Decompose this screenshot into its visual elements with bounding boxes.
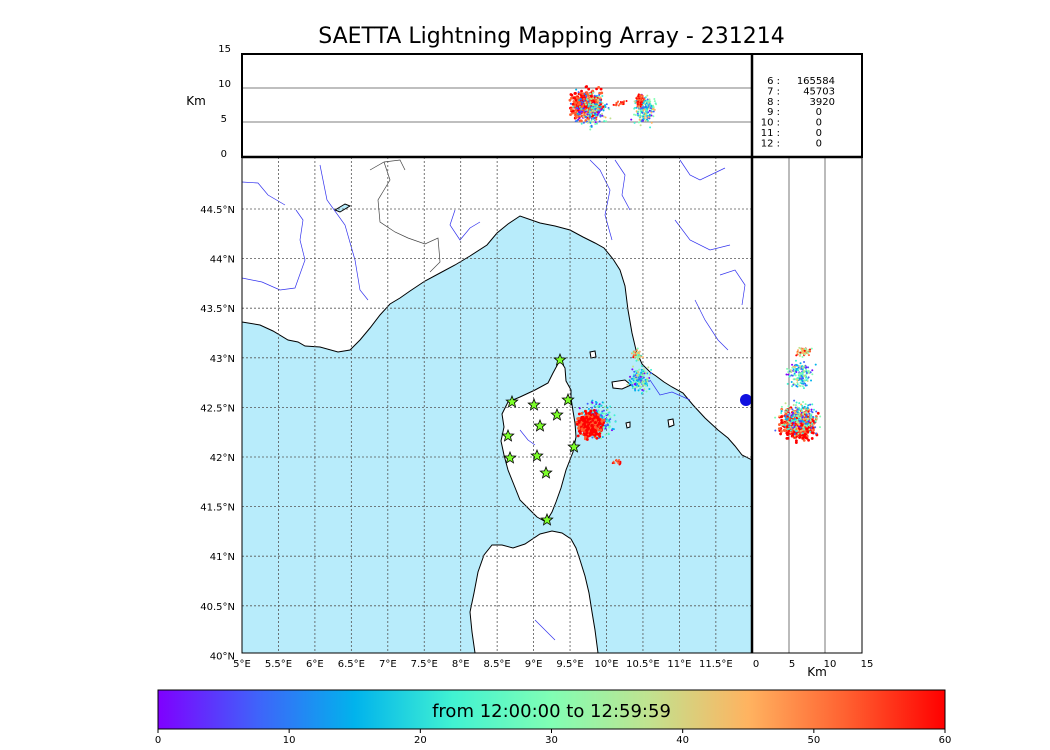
- colorbar-tick-label: 20: [414, 735, 427, 746]
- lon-tick-label: 10.5°E: [626, 659, 660, 670]
- lat-tick-label: 43.5°N: [200, 304, 235, 315]
- lon-tick-label: 9°E: [525, 659, 543, 670]
- capraia-island: [589, 350, 597, 359]
- station-star-icon: [527, 397, 541, 411]
- colorbar-tick-label: 10: [283, 735, 296, 746]
- colorbar-tick-label: 40: [676, 735, 689, 746]
- lon-tick-label: 9.5°E: [556, 659, 583, 670]
- lat-tick-label: 43°N: [210, 354, 235, 365]
- side-blue-marker: [740, 394, 752, 406]
- lon-tick-label: 7.5°E: [411, 659, 438, 670]
- side-axis-label: Km: [807, 665, 827, 679]
- lat-tick-label: 41°N: [210, 552, 235, 563]
- station-count-label: 12 :: [761, 138, 780, 149]
- lon-tick-label: 6°E: [306, 659, 324, 670]
- colorbar-gradient: [157, 689, 946, 730]
- station-count-label: 7 :: [767, 86, 780, 97]
- station-star-icon: [540, 512, 554, 526]
- rivers: [242, 159, 746, 641]
- map-grid: [242, 157, 752, 653]
- altitude-panel: 15 10 5 0 Km: [186, 44, 753, 160]
- station-count-label: 10 :: [761, 118, 780, 129]
- station-count-value: 45703: [803, 86, 835, 97]
- lightning-points-altitude: [568, 85, 658, 131]
- lat-tick-label: 41.5°N: [200, 503, 235, 514]
- station-star-icon: [553, 352, 567, 366]
- station-star-icon: [533, 418, 547, 432]
- lat-tick-label: 44°N: [210, 255, 235, 266]
- station-count-value: 3920: [810, 97, 835, 108]
- longitude-ticks: 5°E 5.5°E 6°E 6.5°E 7°E 7.5°E 8°E 8.5°E 9°E 9.5°E…: [233, 659, 732, 670]
- lon-tick-label: 7°E: [379, 659, 397, 670]
- colorbar-tick-label: 60: [939, 735, 952, 746]
- side-altitude-panel: 0 5 10 15 Km: [242, 54, 873, 679]
- lat-tick-label: 44.5°N: [200, 205, 235, 216]
- lon-tick-label: 5°E: [233, 659, 251, 670]
- station-star-icon: [505, 394, 519, 408]
- mainland-coast: [242, 157, 752, 461]
- station-count-label: 6 :: [767, 76, 780, 87]
- station-star-icon: [530, 448, 544, 462]
- station-count-value: 0: [816, 138, 822, 149]
- lagoon: [333, 203, 352, 213]
- lat-tick-label: 42.5°N: [200, 403, 235, 414]
- station-star-icon: [539, 465, 553, 479]
- side-tick: 10: [824, 659, 837, 670]
- page-title: SAETTA Lightning Mapping Array - 231214: [318, 24, 785, 49]
- station-count-list: 6 : 165584 7 : 45703 8 : 3920 9 : 0 10 : 0 11 : 0 12…: [761, 76, 835, 149]
- map-panel: [241, 156, 753, 654]
- alt-tick: 15: [218, 44, 231, 55]
- alt-tick: 5: [221, 114, 227, 125]
- colorbar-tick-label: 30: [545, 735, 558, 746]
- lat-tick-label: 40°N: [210, 651, 235, 662]
- station-count-label: 8 :: [767, 97, 780, 108]
- lon-tick-label: 11.5°E: [699, 659, 733, 670]
- lon-tick-label: 5.5°E: [265, 659, 292, 670]
- station-star-icon: [550, 407, 564, 421]
- lma-stations: [501, 352, 581, 526]
- colorbar: 0 10 20 30 40 50 60: [155, 689, 952, 746]
- latitude-ticks: 44.5°N 44°N 43.5°N 43°N 42.5°N 42°N 41.5°N 41°N…: [200, 205, 235, 662]
- country-border: [383, 159, 406, 171]
- station-star-icon: [501, 428, 515, 442]
- alt-tick: 10: [218, 79, 231, 90]
- lon-tick-label: 6.5°E: [338, 659, 365, 670]
- side-tick: 15: [861, 659, 874, 670]
- station-star-icon: [503, 450, 517, 464]
- station-count-value: 165584: [797, 76, 835, 87]
- colorbar-tick-label: 50: [807, 735, 820, 746]
- lon-tick-label: 8.5°E: [484, 659, 511, 670]
- colorbar-ticks: 0 10 20 30 40 50 60: [155, 729, 952, 746]
- lat-tick-label: 42°N: [210, 453, 235, 464]
- lon-tick-label: 8°E: [452, 659, 470, 670]
- station-count-value: 0: [816, 128, 822, 139]
- station-count-value: 0: [816, 107, 822, 118]
- station-count-label: 9 :: [767, 107, 780, 118]
- colorbar-caption: from 12:00:00 to 12:59:59: [432, 701, 671, 722]
- side-tick: 0: [753, 659, 759, 670]
- station-star-icon: [561, 392, 575, 406]
- station-count-label: 11 :: [761, 128, 780, 139]
- giglio-island: [667, 418, 675, 428]
- station-count-value: 0: [816, 118, 822, 129]
- lon-tick-label: 10°E: [594, 659, 618, 670]
- side-tick: 5: [789, 659, 795, 670]
- colorbar-tick-label: 0: [155, 735, 161, 746]
- lightning-points-side: [774, 346, 822, 444]
- elba-island: [611, 379, 632, 390]
- lon-tick-label: 11°E: [667, 659, 691, 670]
- station-count-panel: 6 : 165584 7 : 45703 8 : 3920 9 : 0 10 : 0 11 : 0 12…: [751, 53, 863, 158]
- lightning-points-map: [575, 347, 653, 466]
- montecristo-island: [625, 421, 631, 429]
- lat-tick-label: 40.5°N: [200, 602, 235, 613]
- alt-tick: 0: [221, 149, 227, 160]
- alt-axis-label: Km: [186, 94, 206, 108]
- station-star-icon: [567, 439, 581, 453]
